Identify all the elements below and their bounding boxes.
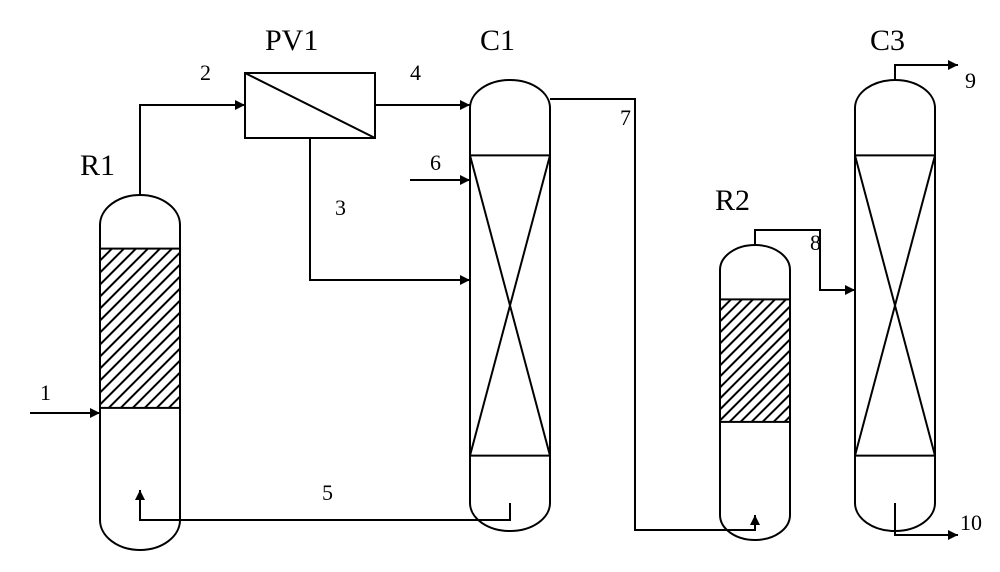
stream-label-5: 5 xyxy=(322,480,333,505)
stream-label-10: 10 xyxy=(960,510,982,535)
equipment-label-C1: C1 xyxy=(480,24,515,57)
equipment-label-C3: C3 xyxy=(870,24,905,57)
stream-label-1: 1 xyxy=(40,380,51,405)
stream-3 xyxy=(310,138,470,280)
equipment-label-R1: R1 xyxy=(80,149,115,182)
stream-8 xyxy=(755,230,855,290)
stream-label-6: 6 xyxy=(430,150,441,175)
stream-label-8: 8 xyxy=(810,230,821,255)
equipment-label-R2: R2 xyxy=(715,184,750,217)
equipment-label-PV1: PV1 xyxy=(265,24,318,57)
stream-label-3: 3 xyxy=(335,195,346,220)
stream-label-9: 9 xyxy=(965,68,976,93)
stream-7 xyxy=(550,99,755,530)
stream-label-4: 4 xyxy=(410,60,421,85)
stream-label-2: 2 xyxy=(200,60,211,85)
stream-2 xyxy=(140,105,245,195)
stream-label-7: 7 xyxy=(620,105,631,130)
